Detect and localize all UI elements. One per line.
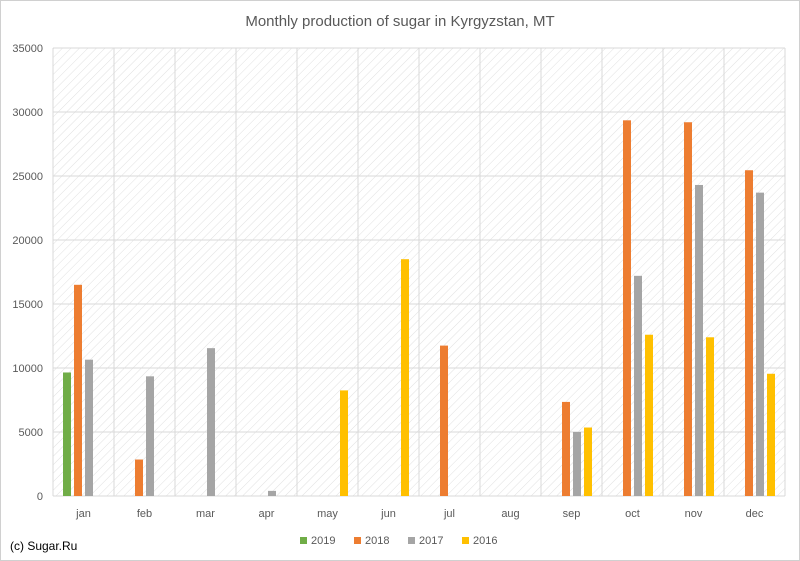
- legend-label-2017: 2017: [419, 535, 443, 547]
- x-tick-label-dec: dec: [746, 508, 764, 520]
- legend-swatch-2018: [354, 537, 361, 544]
- legend-swatch-2016: [462, 537, 469, 544]
- x-tick-label-oct: oct: [625, 508, 640, 520]
- y-tick-label-7: 35000: [12, 43, 43, 55]
- bar-2016-oct: [645, 334, 653, 496]
- bar-2018-sep: [562, 401, 570, 496]
- legend: 2019 2018 2017 2016: [300, 535, 497, 547]
- legend-swatch-2019: [300, 537, 307, 544]
- bar-2017-dec: [756, 192, 764, 496]
- bar-2017-oct: [634, 275, 642, 496]
- y-tick-label-3: 15000: [12, 299, 43, 311]
- legend-swatch-2017: [408, 537, 415, 544]
- bar-2019-jan: [63, 372, 71, 496]
- x-axis-ticks: jan feb mar apr may jun jul aug sep oct nov dec: [75, 508, 764, 520]
- legend-label-2019: 2019: [311, 535, 335, 547]
- legend-label-2018: 2018: [365, 535, 389, 547]
- bar-2018-dec: [745, 170, 753, 497]
- bar-2016-sep: [584, 427, 592, 496]
- y-tick-label-2: 10000: [12, 363, 43, 375]
- bar-2016-dec: [767, 373, 775, 496]
- x-tick-label-aug: aug: [501, 508, 519, 520]
- bars: [63, 120, 775, 497]
- bar-2017-sep: [573, 432, 581, 496]
- chart-title: Monthly production of sugar in Kyrgyzsta…: [245, 13, 554, 30]
- bar-2018-jan: [74, 284, 82, 496]
- bar-2018-feb: [135, 459, 143, 496]
- bar-2016-jun: [401, 259, 409, 496]
- bar-2016-nov: [706, 337, 714, 496]
- y-tick-label-1: 5000: [19, 427, 43, 439]
- x-tick-label-nov: nov: [685, 508, 703, 520]
- x-tick-label-apr: apr: [259, 508, 275, 520]
- x-tick-label-mar: mar: [196, 508, 215, 520]
- x-tick-label-jul: jul: [443, 508, 455, 520]
- bar-2017-apr: [268, 490, 276, 496]
- y-axis-ticks: 0 5000 10000 15000 20000 25000 30000 35000: [12, 43, 43, 503]
- x-tick-label-sep: sep: [563, 508, 581, 520]
- x-tick-label-may: may: [317, 508, 338, 520]
- bar-2017-mar: [207, 348, 215, 496]
- y-tick-label-6: 30000: [12, 107, 43, 119]
- bar-2018-oct: [623, 120, 631, 496]
- x-tick-label-jan: jan: [75, 508, 91, 520]
- x-tick-label-jun: jun: [380, 508, 396, 520]
- legend-label-2016: 2016: [473, 535, 497, 547]
- bar-2017-jan: [85, 359, 93, 496]
- bar-2017-feb: [146, 376, 154, 496]
- bar-2016-may: [340, 390, 348, 496]
- x-tick-label-feb: feb: [137, 508, 152, 520]
- bar-2018-jul: [440, 345, 448, 496]
- bar-2018-nov: [684, 122, 692, 497]
- bar-2017-nov: [695, 184, 703, 496]
- y-tick-label-0: 0: [37, 491, 43, 503]
- gridlines: [52, 47, 786, 497]
- y-tick-label-5: 25000: [12, 171, 43, 183]
- source-credit: (c) Sugar.Ru: [10, 539, 78, 553]
- y-tick-label-4: 20000: [12, 235, 43, 247]
